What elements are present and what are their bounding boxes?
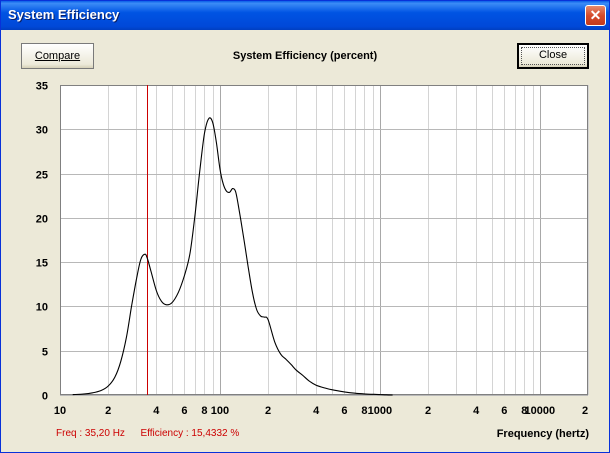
y-tick-label: 15	[36, 258, 48, 270]
x-tick-label: 6	[341, 405, 347, 417]
efficiency-readout: Efficiency : 15,4332 %	[140, 428, 240, 439]
y-tick-label: 20	[36, 214, 48, 226]
x-tick-label: 4	[153, 405, 160, 417]
x-tick-label: 2	[265, 405, 271, 417]
y-tick-label: 10	[36, 302, 48, 314]
plot-area	[60, 85, 588, 395]
x-axis-label: Frequency (hertz)	[496, 428, 589, 440]
y-tick-label: 30	[36, 125, 48, 137]
x-tick-label: 4	[313, 405, 320, 417]
x-tick-label: 8	[201, 405, 207, 417]
cursor-readout: Freq : 35,20 Hz Efficiency : 15,4332 %	[56, 428, 239, 439]
plot-frame	[60, 85, 588, 395]
close-button-label: Close	[538, 49, 568, 61]
x-tick-label: 1000	[368, 405, 392, 417]
x-tick-label: 10	[54, 405, 66, 417]
x-tick-label: 2	[582, 405, 588, 417]
y-tick-label: 35	[36, 81, 48, 93]
efficiency-series-line	[72, 117, 393, 396]
window-close-button[interactable]: ✕	[585, 5, 606, 26]
x-tick-label: 8	[521, 405, 527, 417]
compare-button-label: Compare	[34, 50, 81, 62]
y-tick-label: 5	[42, 347, 48, 359]
x-tick-label: 10000	[525, 405, 556, 417]
y-tick-label: 0	[42, 391, 48, 403]
x-tick-label: 4	[473, 405, 480, 417]
close-icon: ✕	[589, 7, 602, 23]
close-button[interactable]: Close	[517, 43, 589, 69]
x-tick-label: 2	[105, 405, 111, 417]
x-tick-label: 8	[361, 405, 367, 417]
title-bar[interactable]: System Efficiency ✕	[1, 1, 609, 30]
y-tick-label: 25	[36, 170, 48, 182]
compare-button[interactable]: Compare	[21, 43, 94, 69]
focus-rect	[521, 47, 585, 65]
x-tick-label: 6	[501, 405, 507, 417]
window-title: System Efficiency	[8, 7, 120, 22]
x-tick-label: 6	[181, 405, 187, 417]
chart-title: System Efficiency (percent)	[232, 50, 378, 62]
freq-readout: Freq : 35,20 Hz	[56, 428, 125, 439]
x-tick-label: 100	[211, 405, 229, 417]
x-tick-label: 2	[425, 405, 431, 417]
